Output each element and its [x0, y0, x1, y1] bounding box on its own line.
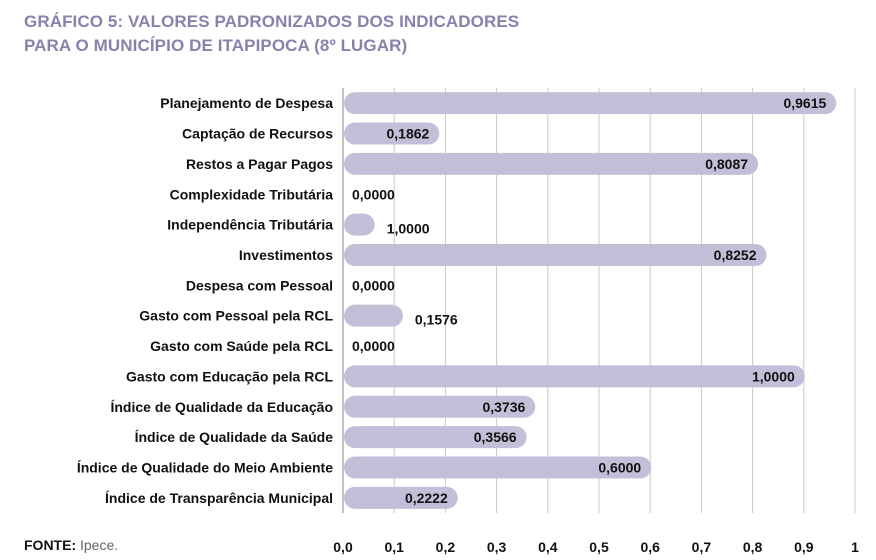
bar [344, 213, 375, 236]
chart-title: GRÁFICO 5: VALORES PADRONIZADOS DOS INDI… [24, 10, 519, 58]
x-tick-label: 0,2 [436, 539, 456, 555]
category-label: Despesa com Pessoal [186, 277, 333, 293]
bar [344, 92, 837, 115]
x-tick-label: 0,9 [794, 539, 814, 555]
data-label: 0,8252 [714, 247, 757, 263]
data-label: 0,3736 [482, 399, 525, 415]
data-label: 0,8087 [705, 156, 748, 172]
data-label: 0,9615 [783, 95, 826, 111]
bar [344, 243, 767, 266]
category-label: Índice de Qualidade da Educação [110, 399, 333, 415]
category-label: Índice de Qualidade do Meio Ambiente [77, 459, 333, 475]
category-label: Restos a Pagar Pagos [186, 156, 333, 172]
chart-title-line-2: PARA O MUNICÍPIO DE ITAPIPOCA (8º LUGAR) [24, 36, 408, 55]
data-label: 0,1862 [387, 126, 430, 142]
bar [344, 365, 805, 388]
bar [344, 426, 527, 449]
category-label: Investimentos [239, 247, 333, 263]
x-tick-label: 0,4 [538, 539, 558, 555]
source-text: Ipece. [80, 537, 119, 553]
data-label: 0,3566 [474, 429, 517, 445]
data-label: 0,0000 [352, 338, 395, 354]
category-label: Complexidade Tributária [170, 186, 334, 202]
data-label: 1,0000 [752, 368, 795, 384]
x-tick-label: 0,5 [589, 539, 609, 555]
x-tick-label: 0,7 [692, 539, 712, 555]
category-label: Captação de Recursos [182, 126, 333, 142]
data-label: 0,6000 [598, 459, 641, 475]
data-label: 1,0000 [387, 221, 430, 237]
category-label: Índice de Qualidade da Saúde [135, 429, 334, 445]
data-label: 0,1576 [415, 312, 458, 328]
x-tick-label: 0,6 [640, 539, 660, 555]
x-tick-label: 0,8 [743, 539, 763, 555]
category-label: Gasto com Saúde pela RCL [150, 338, 333, 354]
bar [344, 486, 458, 509]
category-label: Independência Tributária [167, 217, 333, 233]
category-label: Gasto com Educação pela RCL [126, 368, 333, 384]
data-label: 0,0000 [352, 186, 395, 202]
source-note: FONTE: Ipece. [24, 537, 118, 553]
category-label: Planejamento de Despesa [160, 95, 333, 111]
source-label: FONTE: [24, 537, 77, 553]
data-label: 0,2222 [405, 490, 448, 506]
bar [344, 456, 652, 479]
chart-title-line-1: GRÁFICO 5: VALORES PADRONIZADOS DOS INDI… [24, 12, 520, 31]
bar [344, 395, 536, 418]
data-label: 0,0000 [352, 277, 395, 293]
x-tick-label: 0,0 [333, 539, 353, 555]
category-label: Índice de Transparência Municipal [105, 490, 333, 506]
x-tick-label: 1 [851, 539, 859, 555]
category-label: Gasto com Pessoal pela RCL [139, 308, 333, 324]
bar [344, 304, 403, 327]
bar [344, 122, 440, 145]
bar [344, 152, 759, 175]
x-tick-label: 0,3 [487, 539, 507, 555]
x-tick-label: 0,1 [384, 539, 404, 555]
